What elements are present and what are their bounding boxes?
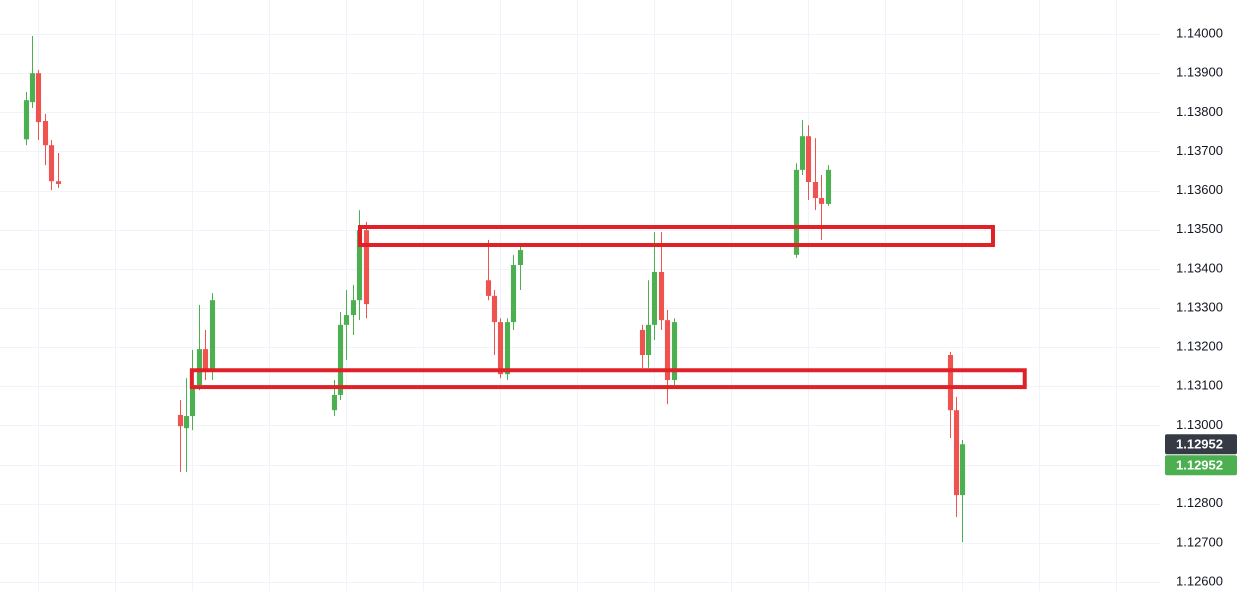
candle-body — [177, 414, 184, 427]
candle-body — [825, 169, 832, 204]
candle-body — [42, 120, 49, 146]
y-tick-label: 1.13300 — [1176, 299, 1223, 314]
price-tag — [1165, 434, 1237, 455]
y-tick-label: 1.14000 — [1176, 25, 1223, 40]
y-tick-label: 1.12700 — [1176, 534, 1223, 549]
candle-body — [343, 315, 350, 325]
candle-body — [818, 198, 825, 204]
y-tick-label: 1.14100 — [1176, 0, 1223, 1]
candle-body — [491, 295, 498, 323]
candle-body — [331, 394, 338, 411]
candle-body — [799, 136, 806, 170]
candle-body — [805, 136, 812, 182]
price-tag-label: 1.12952 — [1176, 437, 1223, 452]
y-tick-label: 1.13900 — [1176, 65, 1223, 80]
price-tag — [1165, 455, 1237, 476]
candle-body — [356, 230, 363, 301]
candle-body — [183, 416, 190, 429]
candle-body — [793, 169, 800, 255]
candle-body — [337, 324, 344, 395]
candle-body — [35, 73, 42, 123]
y-tick-label: 1.12600 — [1176, 573, 1223, 588]
candle-body — [23, 100, 30, 140]
candle-body — [202, 349, 209, 370]
candle-body — [517, 250, 524, 265]
y-tick-label: 1.13400 — [1176, 260, 1223, 275]
candle-body — [651, 272, 658, 325]
candle-body — [504, 322, 511, 375]
candle-body — [664, 320, 671, 381]
candle-body — [363, 230, 370, 305]
zone-box — [357, 225, 995, 248]
candle-body — [48, 145, 55, 182]
candle-body — [510, 264, 517, 323]
y-tick-label: 1.13700 — [1176, 143, 1223, 158]
candle-body — [959, 444, 966, 496]
y-tick-label: 1.12800 — [1176, 495, 1223, 510]
candle-body — [209, 300, 216, 370]
zone-box — [189, 368, 1027, 390]
y-tick-label: 1.13200 — [1176, 339, 1223, 354]
candle-body — [639, 329, 646, 355]
candle-body — [645, 324, 652, 355]
candle-body — [658, 272, 665, 321]
candle-body — [497, 322, 504, 375]
y-tick-label: 1.13500 — [1176, 221, 1223, 236]
y-tick-label: 1.13600 — [1176, 182, 1223, 197]
candle-body — [196, 349, 203, 386]
y-tick-label: 1.13800 — [1176, 104, 1223, 119]
candle-body — [953, 410, 960, 496]
candle-body — [671, 322, 678, 381]
candle-body — [350, 300, 357, 316]
candle-body — [189, 385, 196, 417]
y-tick-label: 1.13000 — [1176, 417, 1223, 432]
y-tick-label: 1.13100 — [1176, 378, 1223, 393]
candle-body — [29, 73, 36, 103]
candle-body — [55, 181, 62, 184]
price-tag-label: 1.12952 — [1176, 458, 1223, 473]
candle-body — [812, 181, 819, 199]
candle-body — [947, 354, 954, 411]
candle-body — [485, 280, 492, 296]
